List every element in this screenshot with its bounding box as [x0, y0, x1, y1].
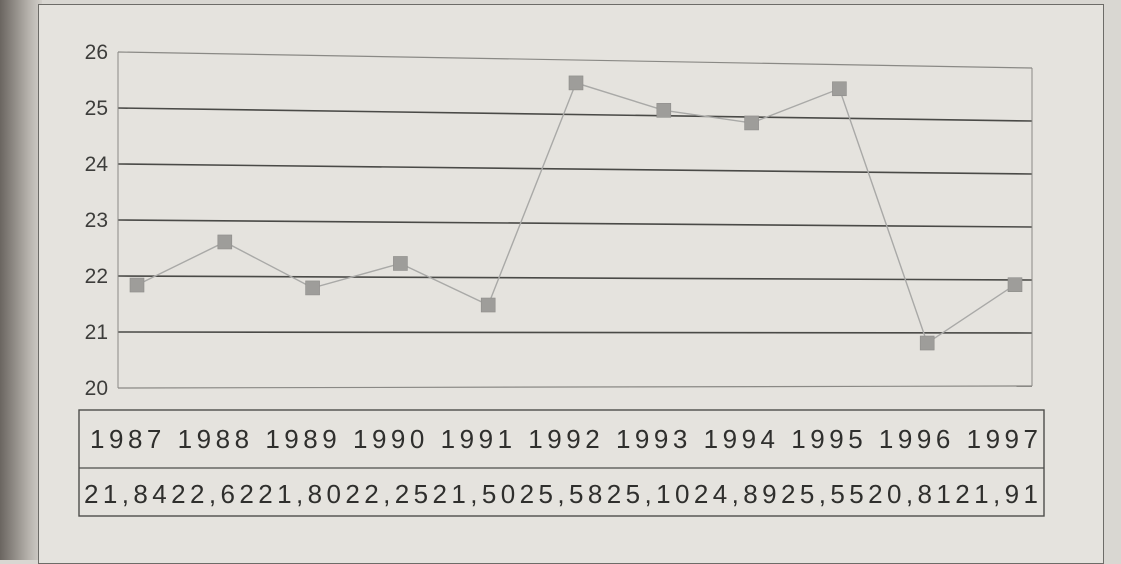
value-label: 22,62	[171, 479, 254, 509]
year-label: 1994	[692, 424, 775, 454]
y-tick-label: 24	[85, 153, 109, 176]
data-point-1993	[656, 103, 672, 118]
value-label: 21,50	[433, 479, 516, 509]
value-label: 25,55	[781, 479, 864, 509]
data-table-border	[78, 409, 1045, 517]
year-label: 1992	[517, 424, 600, 454]
year-label: 1996	[867, 424, 950, 454]
gridline-22	[117, 275, 1033, 281]
value-label: 25,10	[607, 479, 690, 509]
data-point-1995	[832, 81, 847, 97]
data-table: 1987 1988 1989 1990 1991 1992 1993 1994 …	[78, 409, 1045, 517]
year-label: 1990	[341, 424, 424, 454]
year-label: 1997	[955, 424, 1038, 454]
gridline-23	[117, 219, 1033, 228]
data-point-1987	[129, 277, 145, 293]
data-point-1988	[217, 234, 233, 250]
year-label: 1995	[780, 424, 863, 454]
year-label: 1989	[254, 424, 337, 454]
data-point-1989	[305, 280, 320, 296]
data-point-1991	[480, 297, 496, 313]
value-label: 21,84	[84, 479, 167, 509]
gridline-26	[117, 51, 1033, 69]
value-label: 20,81	[868, 479, 951, 509]
grid-layer	[117, 51, 1033, 389]
series-layer	[129, 75, 1023, 351]
y-tick-label: 26	[85, 41, 108, 64]
data-point-1997	[1007, 277, 1023, 293]
y-tick-label: 25	[85, 97, 108, 120]
data-point-1990	[393, 256, 408, 271]
value-label: 24,89	[694, 479, 777, 509]
gridline-25	[117, 107, 1033, 122]
year-label: 1991	[429, 424, 512, 454]
year-label: 1988	[166, 424, 249, 454]
data-point-1994	[744, 115, 759, 131]
y-tick-label: 22	[85, 265, 108, 288]
y-tick-label: 23	[85, 209, 108, 232]
year-label: 1987	[90, 424, 161, 454]
data-point-1992	[568, 75, 584, 91]
data-point-1996	[919, 335, 935, 351]
year-row: 1987 1988 1989 1990 1991 1992 1993 1994 …	[90, 424, 1038, 454]
y-tick-label: 20	[85, 377, 108, 400]
y-tick-label: 21	[85, 321, 108, 344]
value-label: 21,91	[955, 479, 1038, 509]
gridline-20	[117, 385, 1033, 389]
gridline-24	[117, 163, 1033, 175]
gridline-21	[117, 331, 1033, 334]
value-label: 25,58	[520, 479, 603, 509]
year-label: 1993	[604, 424, 687, 454]
page-edge-shadow	[0, 0, 42, 560]
series-line	[136, 82, 1016, 345]
value-label: 21,80	[258, 479, 341, 509]
value-row: 21,84 22,62 21,80 22,25 21,50 25,58 25,10 24,89…	[84, 479, 1038, 509]
value-label: 22,25	[345, 479, 428, 509]
y-axis-tick-labels: 20 21 22 23 24 25 26	[85, 41, 109, 400]
